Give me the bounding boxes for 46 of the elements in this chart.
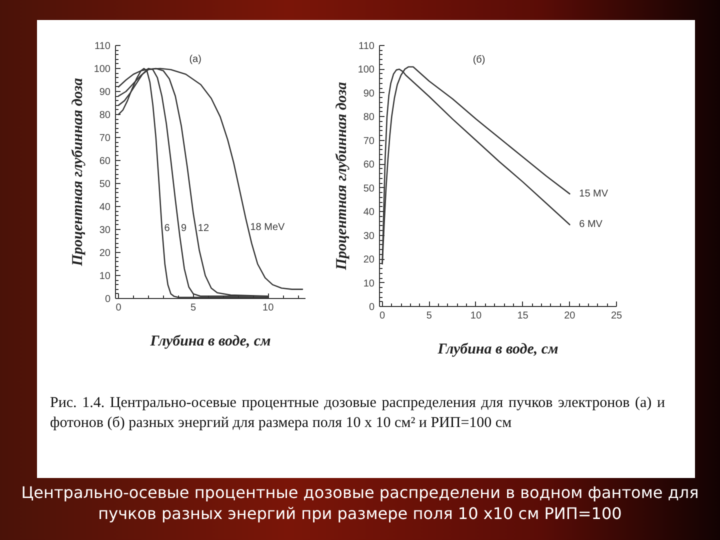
series-label: 12 (198, 223, 210, 234)
x-tick-label: 20 (564, 310, 576, 322)
y-tick-label: 30 (363, 230, 375, 242)
y-tick-label: 40 (99, 202, 111, 213)
y-tick-label: 20 (99, 248, 111, 259)
y-tick-label: 110 (358, 41, 375, 52)
y-axis-title: Процентная глубинная доза (70, 77, 86, 268)
text: Рис. 1.4. Центрально-осевые процентные дозовые распределения для пучков электронов (а) и фотонов (б) разных энергий для размера поля 10 x 10 см² и РИП=100 см (50, 394, 665, 434)
y-tick-label: 50 (99, 179, 111, 190)
y-tick-label: 60 (363, 160, 375, 171)
series-label: 18 MeV (250, 222, 286, 234)
y-tick-label: 100 (94, 64, 111, 75)
y-tick-label: 30 (99, 225, 111, 236)
x-tick-label: 5 (426, 310, 432, 322)
x-tick-label: 5 (190, 302, 197, 314)
x-tick-label: 0 (380, 310, 386, 322)
text: (а) (189, 54, 202, 65)
y-tick-label: 90 (99, 87, 111, 98)
y-tick-label: 50 (363, 183, 375, 194)
y-tick-label: 70 (363, 136, 375, 147)
x-axis-title: Глубина в воде, см (149, 334, 271, 350)
y-tick-label: 10 (363, 278, 375, 290)
x-tick-label: 15 (517, 310, 529, 322)
series-label: 6 (164, 223, 170, 234)
y-tick-label: 60 (99, 156, 111, 167)
series-label: 6 MV (579, 219, 603, 230)
y-tick-label: 10 (99, 271, 111, 282)
x-axis-title: Глубина в воде, см (436, 342, 558, 358)
x-tick-label: 25 (610, 310, 622, 322)
y-axis-title: Процентная глубинная доза (334, 81, 350, 272)
x-tick-label: 10 (262, 302, 274, 314)
y-tick-label: 110 (94, 41, 111, 52)
y-tick-label: 90 (363, 88, 375, 100)
y-tick-label: 80 (99, 110, 111, 121)
text: (б) (472, 54, 486, 66)
y-tick-label: 0 (104, 294, 111, 305)
y-tick-label: 100 (358, 64, 375, 76)
text: Центрально-осевые процентные дозовые распределени в водном фантоме для пучков разных энергий при размере поля 10 х10 см РИП=100 (20, 483, 700, 525)
x-tick-label: 0 (116, 302, 122, 314)
y-tick-label: 70 (99, 133, 111, 144)
y-tick-label: 20 (363, 254, 375, 266)
series-label: 9 (181, 223, 188, 234)
x-tick-label: 10 (470, 310, 482, 322)
y-tick-label: 80 (363, 112, 375, 124)
y-tick-label: 40 (363, 207, 375, 218)
series-label: 15 MV (579, 188, 608, 200)
